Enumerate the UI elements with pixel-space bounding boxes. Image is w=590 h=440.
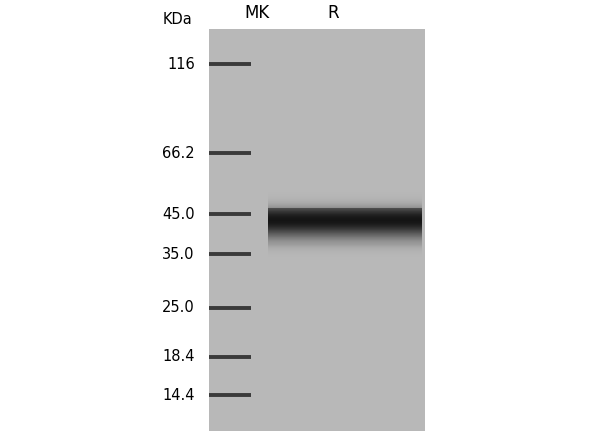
Bar (268, 249, 422, 250)
Text: 45.0: 45.0 (162, 207, 195, 222)
Text: MK: MK (244, 4, 269, 22)
Bar (268, 245, 422, 246)
Bar (268, 188, 422, 189)
Bar (268, 250, 422, 251)
Bar (268, 194, 422, 195)
Bar (268, 199, 422, 200)
Bar (268, 206, 422, 207)
Bar (268, 195, 422, 196)
Bar (268, 189, 422, 190)
Bar (268, 207, 422, 208)
Bar (268, 198, 422, 199)
Bar (268, 200, 422, 201)
Bar (268, 258, 422, 259)
Bar (268, 246, 422, 247)
Text: 116: 116 (167, 57, 195, 72)
Text: 66.2: 66.2 (162, 146, 195, 161)
Bar (268, 204, 422, 205)
Text: KDa: KDa (162, 12, 192, 27)
Bar (268, 244, 422, 245)
Bar (268, 257, 422, 258)
Bar (268, 196, 422, 197)
Bar (268, 253, 422, 254)
Bar (209, 29, 425, 431)
Bar (268, 193, 422, 194)
Bar (268, 191, 422, 192)
Text: 18.4: 18.4 (162, 349, 195, 364)
Bar (268, 252, 422, 253)
Bar (268, 251, 422, 252)
Bar (268, 197, 422, 198)
Text: 35.0: 35.0 (162, 247, 195, 262)
Bar (268, 243, 422, 244)
Bar (268, 192, 422, 193)
Bar (268, 255, 422, 256)
Text: R: R (327, 4, 339, 22)
Bar (268, 203, 422, 204)
Text: 14.4: 14.4 (162, 388, 195, 403)
Bar (268, 190, 422, 191)
Bar (268, 205, 422, 206)
Bar (268, 202, 422, 203)
Bar (268, 247, 422, 248)
Bar (268, 201, 422, 202)
Text: 25.0: 25.0 (162, 301, 195, 315)
Bar (268, 254, 422, 255)
Bar (268, 248, 422, 249)
Bar (268, 256, 422, 257)
